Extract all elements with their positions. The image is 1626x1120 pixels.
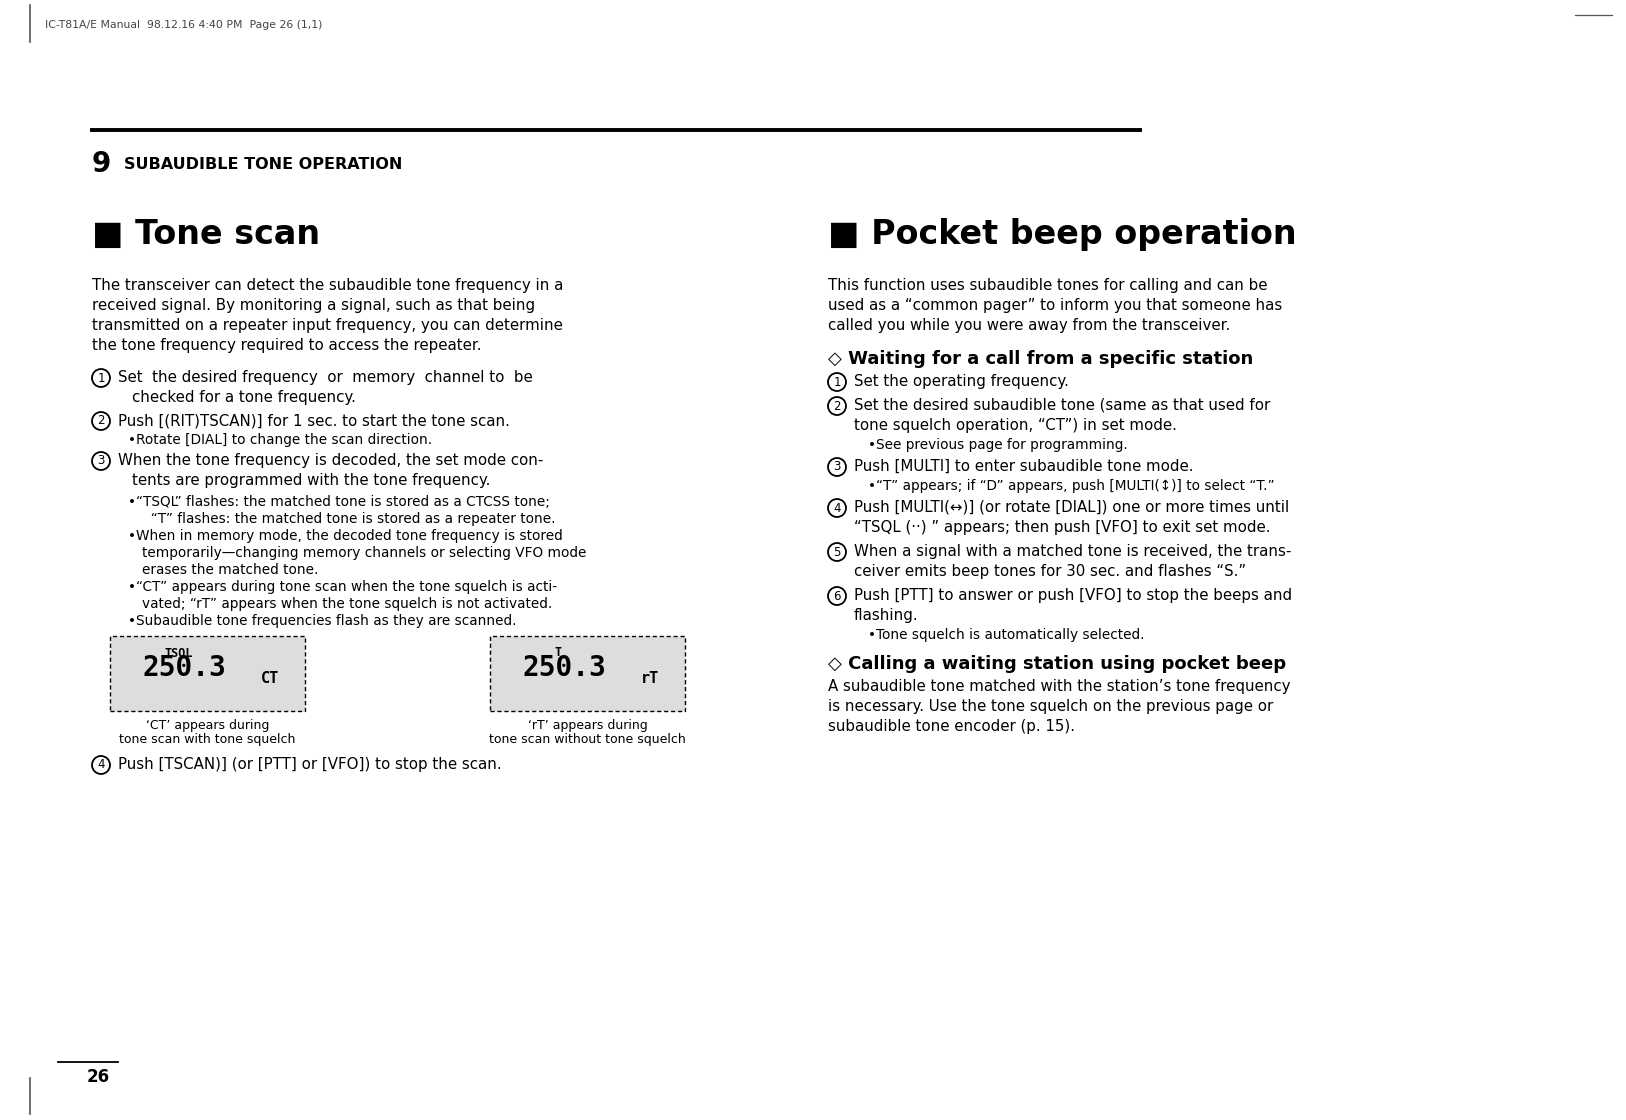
Text: rT: rT — [641, 671, 659, 685]
Text: •“T” appears; if “D” appears, push [MULTI(↕)] to select “T.”: •“T” appears; if “D” appears, push [MULT… — [868, 479, 1275, 493]
Text: 4: 4 — [98, 758, 104, 772]
Text: received signal. By monitoring a signal, such as that being: received signal. By monitoring a signal,… — [93, 298, 535, 312]
Text: ◇ Waiting for a call from a specific station: ◇ Waiting for a call from a specific sta… — [828, 349, 1254, 368]
Text: When a signal with a matched tone is received, the trans-: When a signal with a matched tone is rec… — [854, 544, 1291, 559]
Text: 4: 4 — [833, 502, 841, 514]
Text: tone scan without tone squelch: tone scan without tone squelch — [489, 732, 686, 746]
FancyBboxPatch shape — [111, 636, 306, 711]
Text: vated; “rT” appears when the tone squelch is not activated.: vated; “rT” appears when the tone squelc… — [141, 597, 553, 612]
Text: ‘rT’ appears during: ‘rT’ appears during — [527, 719, 647, 732]
Text: 6: 6 — [833, 589, 841, 603]
Text: 3: 3 — [833, 460, 841, 474]
Text: tents are programmed with the tone frequency.: tents are programmed with the tone frequ… — [132, 473, 491, 488]
Text: is necessary. Use the tone squelch on the previous page or: is necessary. Use the tone squelch on th… — [828, 699, 1273, 715]
Text: Push [(RIT)TSCAN)] for 1 sec. to start the tone scan.: Push [(RIT)TSCAN)] for 1 sec. to start t… — [119, 413, 511, 428]
Text: •“TSQL” flashes: the matched tone is stored as a CTCSS tone;: •“TSQL” flashes: the matched tone is sto… — [128, 495, 550, 508]
Text: transmitted on a repeater input frequency, you can determine: transmitted on a repeater input frequenc… — [93, 318, 563, 333]
Text: •Tone squelch is automatically selected.: •Tone squelch is automatically selected. — [868, 628, 1145, 642]
Text: 250.3: 250.3 — [522, 654, 606, 682]
Text: •Rotate [DIAL] to change the scan direction.: •Rotate [DIAL] to change the scan direct… — [128, 433, 433, 447]
Text: checked for a tone frequency.: checked for a tone frequency. — [132, 390, 356, 405]
Text: 2: 2 — [833, 400, 841, 412]
Text: The transceiver can detect the subaudible tone frequency in a: The transceiver can detect the subaudibl… — [93, 278, 563, 293]
Text: “TSQL (··) ” appears; then push [VFO] to exit set mode.: “TSQL (··) ” appears; then push [VFO] to… — [854, 520, 1270, 535]
Text: tone squelch operation, “CT”) in set mode.: tone squelch operation, “CT”) in set mod… — [854, 418, 1177, 433]
Text: the tone frequency required to access the repeater.: the tone frequency required to access th… — [93, 338, 481, 353]
Text: 2: 2 — [98, 414, 104, 428]
Text: Push [PTT] to answer or push [VFO] to stop the beeps and: Push [PTT] to answer or push [VFO] to st… — [854, 588, 1293, 603]
Text: 3: 3 — [98, 455, 104, 467]
Text: SUBAUDIBLE TONE OPERATION: SUBAUDIBLE TONE OPERATION — [124, 157, 402, 172]
Text: ‘CT’ appears during: ‘CT’ appears during — [146, 719, 270, 732]
Text: ■ Tone scan: ■ Tone scan — [93, 218, 320, 251]
Text: Set the operating frequency.: Set the operating frequency. — [854, 374, 1068, 389]
Text: 26: 26 — [88, 1068, 111, 1086]
Text: ◇ Calling a waiting station using pocket beep: ◇ Calling a waiting station using pocket… — [828, 655, 1286, 673]
Text: When the tone frequency is decoded, the set mode con-: When the tone frequency is decoded, the … — [119, 452, 543, 468]
Text: •Subaudible tone frequencies flash as they are scanned.: •Subaudible tone frequencies flash as th… — [128, 614, 517, 628]
Text: A subaudible tone matched with the station’s tone frequency: A subaudible tone matched with the stati… — [828, 679, 1291, 694]
Text: Set the desired subaudible tone (same as that used for: Set the desired subaudible tone (same as… — [854, 398, 1270, 413]
Text: erases the matched tone.: erases the matched tone. — [141, 563, 319, 577]
Text: Set  the desired frequency  or  memory  channel to  be: Set the desired frequency or memory chan… — [119, 370, 533, 385]
Text: tone scan with tone squelch: tone scan with tone squelch — [119, 732, 296, 746]
Text: used as a “common pager” to inform you that someone has: used as a “common pager” to inform you t… — [828, 298, 1283, 312]
FancyBboxPatch shape — [489, 636, 685, 711]
Text: 1: 1 — [98, 372, 104, 384]
Text: TSQL: TSQL — [164, 646, 192, 659]
Text: 250.3: 250.3 — [141, 654, 226, 682]
Text: ■ Pocket beep operation: ■ Pocket beep operation — [828, 218, 1296, 251]
Text: Push [TSCAN)] (or [PTT] or [VFO]) to stop the scan.: Push [TSCAN)] (or [PTT] or [VFO]) to sto… — [119, 757, 502, 772]
Text: •“CT” appears during tone scan when the tone squelch is acti-: •“CT” appears during tone scan when the … — [128, 580, 558, 594]
Text: IC-T81A/E Manual  98.12.16 4:40 PM  Page 26 (1,1): IC-T81A/E Manual 98.12.16 4:40 PM Page 2… — [46, 20, 322, 30]
Text: T: T — [554, 646, 563, 659]
Text: Push [MULTI] to enter subaudible tone mode.: Push [MULTI] to enter subaudible tone mo… — [854, 459, 1193, 474]
Text: Push [MULTI(↔)] (or rotate [DIAL]) one or more times until: Push [MULTI(↔)] (or rotate [DIAL]) one o… — [854, 500, 1289, 515]
Text: This function uses subaudible tones for calling and can be: This function uses subaudible tones for … — [828, 278, 1268, 293]
Text: 1: 1 — [833, 375, 841, 389]
Text: flashing.: flashing. — [854, 608, 919, 623]
Text: 5: 5 — [833, 545, 841, 559]
Text: •When in memory mode, the decoded tone frequency is stored: •When in memory mode, the decoded tone f… — [128, 529, 563, 543]
Text: •See previous page for programming.: •See previous page for programming. — [868, 438, 1128, 452]
Text: 9: 9 — [93, 150, 111, 178]
Text: CT: CT — [260, 671, 280, 685]
Text: ceiver emits beep tones for 30 sec. and flashes “S.”: ceiver emits beep tones for 30 sec. and … — [854, 564, 1246, 579]
Text: “T” flashes: the matched tone is stored as a repeater tone.: “T” flashes: the matched tone is stored … — [141, 512, 556, 526]
Text: subaudible tone encoder (p. 15).: subaudible tone encoder (p. 15). — [828, 719, 1075, 734]
Text: temporarily—changing memory channels or selecting VFO mode: temporarily—changing memory channels or … — [141, 547, 587, 560]
Text: called you while you were away from the transceiver.: called you while you were away from the … — [828, 318, 1231, 333]
